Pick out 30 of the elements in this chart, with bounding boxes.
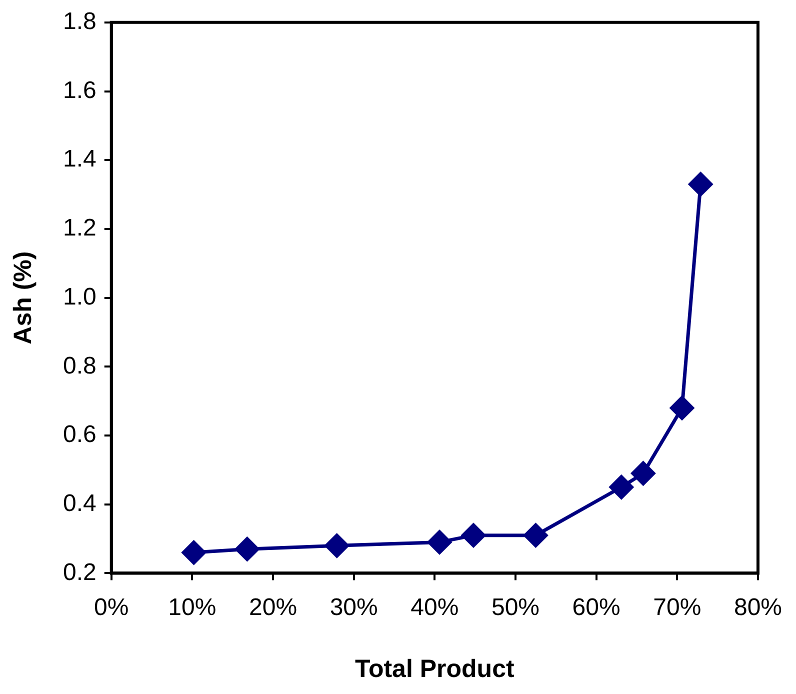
y-tick-label: 1.2	[62, 214, 96, 242]
x-tick-label: 10%	[168, 594, 216, 622]
point	[630, 460, 656, 486]
x-tick-label: 50%	[491, 594, 540, 622]
y-tick-label: 1.6	[62, 76, 96, 104]
point	[181, 540, 206, 566]
x-tick-label: 40%	[410, 594, 459, 622]
y-tick-label: 0.6	[62, 421, 96, 448]
y-tick-label: 1.0	[62, 283, 96, 310]
y-axis-title: Ash (%)	[8, 251, 37, 344]
x-tick-label: 30%	[330, 594, 378, 622]
y-tick-label: 1.8	[62, 8, 96, 36]
y-tick-label: 1.4	[62, 146, 96, 173]
point	[324, 533, 350, 558]
point	[234, 536, 260, 562]
y-tick-label: 0.2	[62, 558, 96, 586]
point	[670, 395, 695, 420]
x-tick-label: 70%	[653, 594, 702, 622]
x-tick-label: 60%	[572, 594, 620, 622]
x-tick-label: 80%	[734, 594, 782, 622]
y-tick-label: 0.8	[62, 352, 96, 380]
x-tick-label: 20%	[248, 594, 298, 622]
point	[688, 172, 714, 197]
point	[523, 522, 548, 548]
point	[427, 530, 452, 555]
point	[608, 474, 634, 500]
point	[460, 522, 486, 548]
y-tick-label: 0.4	[62, 490, 96, 517]
x-axis-title: Total Product	[355, 654, 515, 683]
x-tick-label: 0%	[94, 594, 129, 622]
